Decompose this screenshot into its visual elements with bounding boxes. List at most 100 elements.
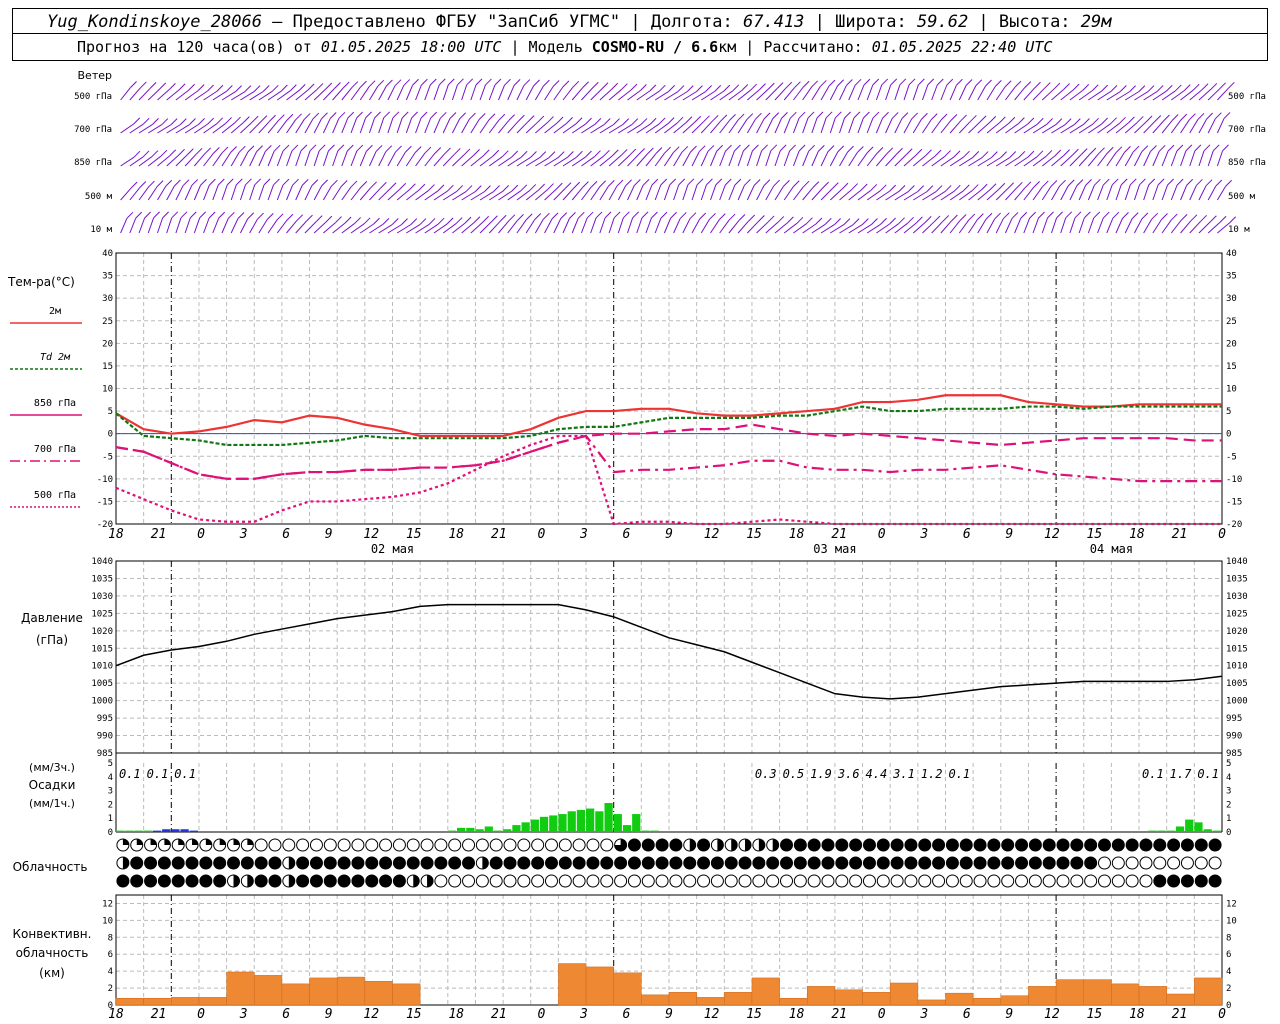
wind-barb (387, 151, 396, 167)
cloud-cover-symbol (296, 874, 310, 888)
wind-barb (940, 84, 948, 101)
wind-barb (479, 119, 490, 134)
wind-barb-flag (1094, 178, 1101, 186)
wind-barb-flag (672, 146, 680, 154)
temperature-x-tick: 6 (282, 527, 290, 542)
cloud-cover-symbol (185, 856, 199, 870)
precip-3h-value: 3.6 (837, 767, 860, 781)
wind-barb-flag (499, 214, 507, 222)
wind-barb-flag (171, 211, 179, 219)
wind-barb-flag (698, 145, 706, 153)
temperature-legend-text: Td 2м (40, 352, 71, 363)
wind-barb (221, 184, 228, 201)
wind-barb-flag (174, 179, 181, 187)
pressure-tick-left: 1015 (91, 644, 113, 654)
wind-barb-flag (464, 216, 472, 224)
wind-barb-flag (543, 79, 550, 87)
wind-barb (636, 90, 651, 101)
precip-bar (622, 825, 632, 832)
wind-barb (663, 152, 674, 167)
cloud-cover-symbol (1056, 856, 1070, 870)
wind-barb-flag (1020, 211, 1028, 219)
wind-barb (682, 184, 689, 201)
wind-barb-flag (511, 150, 519, 158)
wind-barb-flag (1043, 82, 1051, 89)
temperature-x-tick: 6 (623, 527, 631, 542)
cloud-cover-symbol (1208, 838, 1222, 852)
convective-cloud-bar (1083, 979, 1112, 1006)
wind-barb (1115, 122, 1129, 134)
wind-barb-flag (1115, 146, 1123, 154)
wind-barb-flag (401, 218, 408, 225)
wind-level-label-right: 10 м (1228, 225, 1250, 235)
wind-barb (498, 220, 510, 234)
wind-barb-flag (798, 111, 806, 119)
wind-barb-flag (1063, 83, 1070, 90)
wind-barb-flag (741, 84, 749, 91)
wind-barb (876, 190, 890, 201)
wind-barb (1078, 217, 1085, 234)
wind-barb (1198, 88, 1212, 101)
cloud-cover-symbol (1070, 874, 1084, 888)
wind-barb-flag (917, 185, 925, 192)
wind-barb-flag (763, 112, 771, 120)
pressure-tick-left: 1020 (91, 627, 113, 637)
temperature-x-tick: 0 (878, 527, 886, 542)
wind-barb (295, 185, 303, 201)
wind-barb (157, 186, 167, 201)
wind-barb (728, 90, 743, 101)
wind-barb (958, 121, 971, 134)
convective-tick-right: 4 (1226, 967, 1231, 977)
precip-tick-right: 2 (1226, 800, 1231, 810)
pressure-tick-left: 1010 (91, 662, 113, 672)
wind-barb-flag (403, 79, 411, 86)
wind-barb (479, 155, 494, 167)
cloud-cover-symbol (130, 874, 144, 888)
wind-barb (746, 118, 756, 134)
wind-barb (304, 118, 314, 134)
wind-barb (811, 187, 823, 201)
temperature-tick-left: -10 (97, 475, 113, 485)
wind-barb-flag (421, 78, 428, 86)
wind-barb (636, 217, 643, 234)
wind-barb-flag (1054, 149, 1062, 157)
wind-barb-flag (392, 111, 400, 119)
wind-barb-flag (908, 78, 916, 86)
cloud-cover-symbol (697, 838, 711, 852)
wind-barb (424, 84, 431, 101)
wind-barb (442, 84, 449, 101)
wind-barb-flag (812, 181, 820, 189)
wind-barb (1032, 217, 1040, 234)
wind-barb (1180, 119, 1190, 134)
wind-barb-flag (351, 81, 359, 88)
wind-barb-flag (844, 111, 851, 119)
temperature-x-tick: 0 (537, 527, 545, 542)
cloud-cover-symbol (531, 838, 545, 852)
wind-level-label-right: 500 гПа (1228, 92, 1266, 102)
wind-barb-flag (750, 83, 758, 91)
cloud-cover-symbol (1097, 874, 1111, 888)
wind-barb-flag (980, 183, 988, 191)
cloud-cover-symbol (669, 874, 683, 888)
wind-barb-flag (494, 78, 502, 86)
wind-barb (184, 153, 197, 167)
cloud-cover-symbol (1042, 838, 1056, 852)
wind-barb-flag (1223, 112, 1231, 119)
wind-barb (405, 117, 413, 134)
wind-barb-flag (738, 214, 746, 221)
wind-barb (433, 223, 448, 234)
wind-barb-flag (686, 85, 694, 92)
wind-barb (802, 86, 813, 101)
wind-barb (590, 88, 603, 101)
wind-barb (286, 150, 293, 167)
wind-barb (590, 186, 601, 201)
wind-barb-flag (366, 144, 373, 152)
pressure-tick-right: 1025 (1226, 609, 1248, 619)
wind-barb-flag (595, 211, 603, 219)
wind-barb-flag (165, 179, 173, 187)
cloud-cover-symbol (821, 856, 835, 870)
wind-barb-flag (226, 178, 234, 186)
wind-barb-flag (307, 83, 315, 91)
cloud-cover-symbol (558, 838, 572, 852)
wind-barb (424, 190, 439, 201)
